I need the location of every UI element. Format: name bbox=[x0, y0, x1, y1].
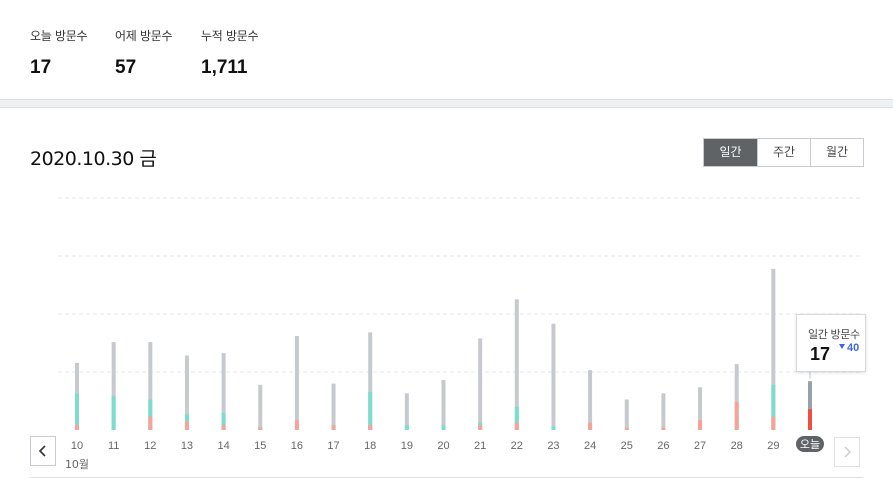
tick-label-26: 26 bbox=[657, 440, 669, 452]
next-period-button[interactable] bbox=[834, 437, 860, 467]
tick-label-29: 29 bbox=[767, 440, 779, 452]
bar-low-6 bbox=[294, 420, 299, 430]
bar-low-3 bbox=[184, 421, 189, 430]
bar-total-12 bbox=[514, 299, 519, 430]
bar-mid-12 bbox=[514, 406, 519, 430]
bar-mid-4 bbox=[221, 412, 226, 430]
bar-low-12 bbox=[514, 422, 519, 430]
bar-total-10 bbox=[441, 379, 446, 430]
period-tabs: 일간 주간 월간 bbox=[703, 138, 864, 167]
tooltip-label: 일간 방문수 bbox=[808, 328, 860, 341]
total-visits-value: 1,711 bbox=[201, 57, 248, 78]
tick-label-today: 오늘 bbox=[800, 438, 820, 451]
down-triangle-icon bbox=[839, 344, 845, 349]
daily-visits-tooltip: 일간 방문수 17 40 bbox=[796, 314, 866, 372]
chevron-right-icon bbox=[844, 446, 851, 458]
tick-label-20: 20 bbox=[437, 440, 449, 452]
tooltip-diff: 40 bbox=[839, 342, 859, 354]
tick-label-27: 27 bbox=[694, 440, 706, 452]
visits-bar-chart: 10 11 12 13 14 15 16 17 18 19 20 21 22 23 24 25 26 27 28 29… bbox=[58, 197, 860, 471]
bar-total-6 bbox=[294, 335, 299, 430]
bar-low-14 bbox=[588, 422, 593, 430]
tick-label-17: 17 bbox=[327, 440, 339, 452]
bar-low-15 bbox=[624, 427, 629, 430]
page-title: 2020.10.30 금 bbox=[30, 148, 157, 170]
total-visits-stat: 누적 방문수 1,711 bbox=[201, 27, 259, 79]
bottom-divider bbox=[30, 477, 863, 478]
tick-label-12: 12 bbox=[144, 440, 156, 452]
bar-total-13 bbox=[551, 323, 556, 430]
bar-low-11 bbox=[478, 425, 483, 430]
chart-area: 10 11 12 13 14 15 16 17 18 19 20 21 22 23 24 25 26 27 28 29… bbox=[0, 108, 893, 479]
tab-weekly[interactable]: 주간 bbox=[757, 139, 810, 166]
bar-total-16 bbox=[661, 393, 666, 430]
tick-label-21: 21 bbox=[474, 440, 486, 452]
bar-mid-9 bbox=[404, 425, 409, 430]
tick-label-18: 18 bbox=[364, 440, 376, 452]
tab-daily[interactable]: 일간 bbox=[704, 139, 757, 166]
bar-total-9 bbox=[404, 393, 409, 430]
bar-total-18 bbox=[734, 364, 739, 430]
bar-low-0 bbox=[75, 425, 79, 430]
bar-total-19 bbox=[771, 268, 776, 430]
bar-total-8 bbox=[368, 332, 373, 430]
today-badge bbox=[796, 436, 824, 452]
bar-total-14 bbox=[588, 370, 593, 430]
bar-total-20 bbox=[808, 381, 812, 430]
bar-low-7 bbox=[331, 425, 336, 430]
tick-label-25: 25 bbox=[621, 440, 633, 452]
today-visits-stat: 오늘 방문수 17 bbox=[30, 27, 88, 79]
yesterday-visits-value: 57 bbox=[115, 57, 137, 78]
bar-total-2 bbox=[148, 342, 153, 430]
tab-monthly[interactable]: 월간 bbox=[810, 139, 863, 166]
tick-label-19: 19 bbox=[401, 440, 413, 452]
bar-mid-10 bbox=[441, 425, 446, 430]
tick-label-15: 15 bbox=[254, 440, 266, 452]
visitor-summary: 오늘 방문수 17 어제 방문수 57 누적 방문수 1,711 bbox=[0, 0, 893, 100]
tick-label-23: 23 bbox=[547, 440, 559, 452]
bar-total-15 bbox=[624, 399, 629, 430]
prev-period-button[interactable] bbox=[30, 436, 56, 466]
bar-mid-8 bbox=[368, 392, 373, 430]
tooltip-diff-value: 40 bbox=[847, 342, 860, 354]
bar-low-19 bbox=[771, 416, 776, 430]
tick-label-13: 13 bbox=[181, 440, 193, 452]
yesterday-visits-label: 어제 방문수 bbox=[115, 29, 173, 43]
tooltip-value: 17 bbox=[810, 344, 831, 364]
bar-low-4 bbox=[221, 425, 226, 430]
total-visits-label: 누적 방문수 bbox=[201, 29, 259, 43]
visits-chart-panel: 10 11 12 13 14 15 16 17 18 19 20 21 22 23 24 25 26 27 28 29… bbox=[0, 107, 893, 479]
bar-mid-1 bbox=[111, 395, 116, 430]
tick-label-10: 10 bbox=[71, 440, 83, 452]
bar-low-5 bbox=[258, 427, 263, 430]
chevron-left-icon bbox=[38, 445, 46, 457]
tick-label-22: 22 bbox=[511, 440, 523, 452]
bar-total-1 bbox=[111, 342, 116, 430]
tick-label-28: 28 bbox=[731, 440, 743, 452]
tick-label-24: 24 bbox=[584, 440, 596, 452]
today-visits-label: 오늘 방문수 bbox=[30, 29, 88, 43]
bar-total-3 bbox=[184, 355, 189, 430]
bar-mid-13 bbox=[551, 426, 556, 430]
bar-mid-2 bbox=[148, 399, 153, 430]
month-label: 10월 bbox=[65, 458, 89, 471]
bar-total-7 bbox=[331, 383, 336, 430]
bar-total-17 bbox=[698, 387, 703, 430]
yesterday-visits-stat: 어제 방문수 57 bbox=[115, 27, 173, 79]
bar-low-18 bbox=[734, 401, 739, 430]
tick-label-14: 14 bbox=[217, 440, 229, 452]
bar-low-16 bbox=[661, 427, 666, 430]
bar-low-20 bbox=[808, 409, 812, 430]
tick-label-11: 11 bbox=[108, 440, 119, 452]
bar-low-2 bbox=[148, 416, 153, 430]
bar-low-17 bbox=[698, 420, 703, 430]
today-visits-value: 17 bbox=[30, 57, 52, 78]
bar-mid-0 bbox=[75, 393, 79, 430]
bar-mid-19 bbox=[771, 384, 776, 430]
tick-label-16: 16 bbox=[291, 440, 303, 452]
bar-total-11 bbox=[478, 338, 483, 430]
bar-low-8 bbox=[368, 425, 373, 430]
bar-total-5 bbox=[258, 384, 263, 430]
bar-total-4 bbox=[221, 353, 226, 430]
